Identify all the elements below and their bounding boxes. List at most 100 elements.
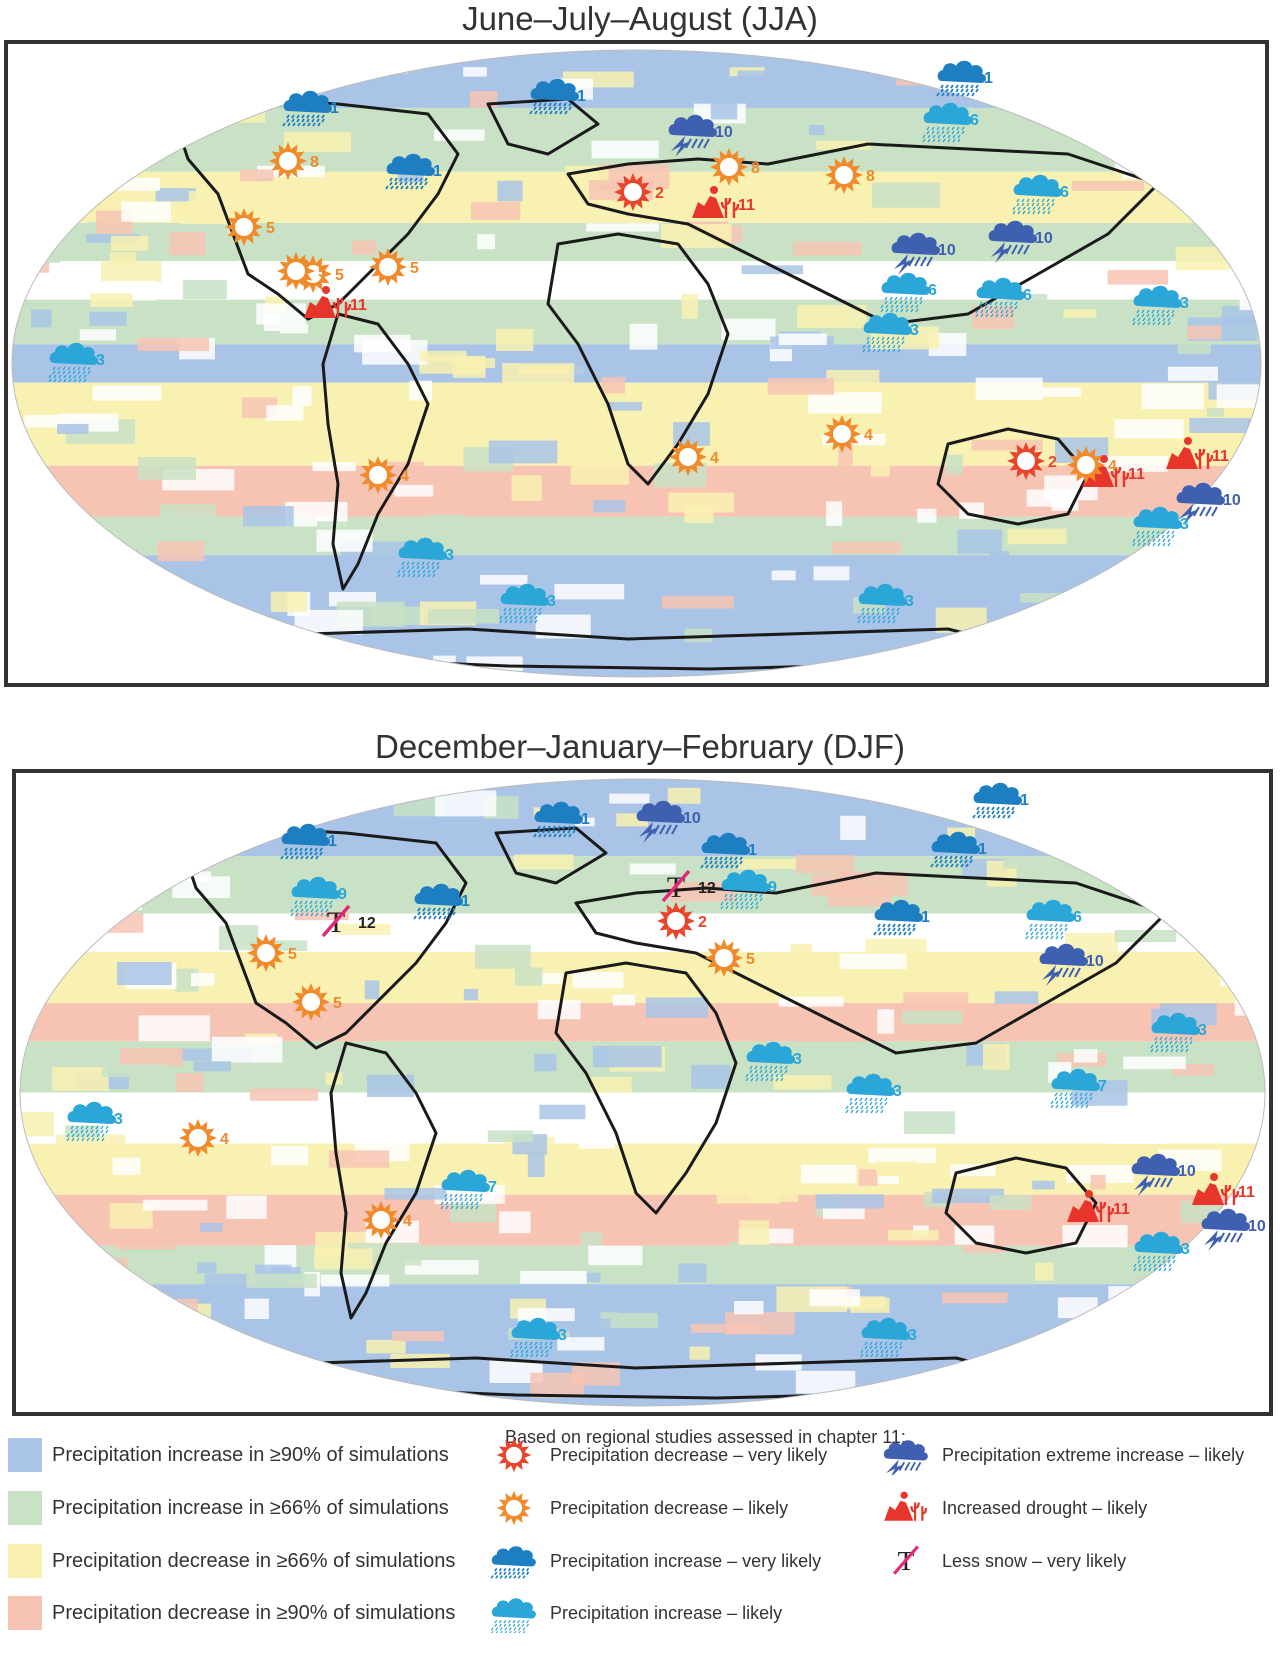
extreme-increase-icon [891, 232, 941, 275]
djf-map: 11011119T121T129126555103337347101111410… [12, 769, 1273, 1416]
marker-label: 5 [266, 220, 275, 237]
sun-very-likely-icon [614, 173, 652, 211]
legend-header: Based on regional studies assessed in ch… [505, 1427, 906, 1447]
djf-marker-extreme-increase: 10 [1039, 943, 1104, 986]
marker-label: 10 [1178, 1163, 1196, 1180]
djf-marker-rain-likely: 3 [510, 1317, 567, 1358]
rain-very-likely-icon [385, 153, 436, 190]
drought-icon [1082, 455, 1130, 487]
jja-marker-rain-likely: 3 [1132, 285, 1189, 326]
sun-likely-icon [362, 1201, 400, 1239]
sun-likely-icon [825, 156, 863, 194]
rain-likely-icon [720, 869, 771, 910]
sun-likely-icon [247, 934, 285, 972]
jja-marker-rain-likely: 6 [922, 102, 979, 143]
marker-label: 3 [445, 547, 454, 564]
djf-marker-less-snow: T 12 [321, 904, 376, 939]
sun-likely-icon [823, 415, 861, 453]
sun-likely-icon [705, 939, 743, 977]
marker-label: 6 [1023, 287, 1032, 304]
marker-label: 3 [908, 1327, 917, 1344]
marker-label: 9 [768, 879, 777, 896]
rain-very-likely-icon [533, 801, 584, 838]
marker-label: 1 [577, 88, 586, 105]
jja-marker-rain-likely: 3 [48, 342, 105, 383]
djf-marker-rain-likely: 9 [720, 869, 777, 910]
jja-marker-drought: 11 [1166, 437, 1229, 469]
marker-label: 2 [1048, 454, 1057, 471]
sun-likely-icon [496, 1490, 532, 1526]
sun-likely-icon [669, 438, 707, 476]
marker-label: 10 [715, 124, 733, 141]
djf-marker-rain-likely: 3 [845, 1073, 902, 1114]
djf-marker-sun-very-likely: 2 [657, 902, 707, 940]
legend-label: Precipitation extreme increase – likely [942, 1444, 1245, 1465]
jja-map: 1 1 1 1 10 6 8 2 8 8 11 6 5 5 5 5 10 10 11 6 6 3 3 3 4 4 2 4 11 11 4 10… [4, 40, 1269, 687]
marker-label: 8 [866, 168, 875, 185]
extreme-increase-icon [1201, 1208, 1251, 1251]
jja-marker-sun-likely: 4 [1067, 446, 1117, 484]
jja-marker-rain-likely: 3 [857, 583, 914, 624]
jja-marker-extreme-increase: 10 [1176, 482, 1241, 525]
djf-marker-sun-likely: 4 [362, 1201, 412, 1239]
legend-label: Precipitation increase – likely [550, 1602, 783, 1623]
legend-label: Precipitation decrease in ≥66% of simula… [52, 1549, 456, 1572]
sun-very-likely-icon [1007, 442, 1045, 480]
marker-label: 3 [1181, 1241, 1190, 1258]
djf-marker-rain-very-likely: 1 [700, 832, 757, 869]
marker-label: 3 [547, 593, 556, 610]
extreme-increase-icon [1131, 1153, 1181, 1196]
jja-marker-rain-likely: 6 [1012, 174, 1069, 215]
jja-marker-drought: 11 [1082, 455, 1145, 487]
drought-icon [1166, 437, 1214, 469]
sun-likely-icon [1067, 446, 1105, 484]
marker-label: 3 [1180, 516, 1189, 533]
rain-likely-icon [1132, 506, 1183, 547]
djf-marker-rain-likely: 3 [745, 1041, 802, 1082]
marker-label: 8 [310, 154, 319, 171]
sun-likely-icon [359, 456, 397, 494]
marker-label: 11 [1212, 448, 1229, 465]
jja-marker-rain-likely: 6 [880, 272, 937, 313]
legend-rain-very-likely: Precipitation increase – very likely [486, 1541, 821, 1581]
marker-label: 10 [938, 242, 956, 259]
jja-marker-sun-likely: 4 [359, 456, 409, 494]
legend-label: Increased drought – likely [942, 1497, 1148, 1518]
sun-likely-icon [225, 208, 263, 246]
marker-label: 9 [338, 886, 347, 903]
rain-likely-icon [862, 312, 913, 353]
sun-very-likely-icon [496, 1437, 532, 1473]
marker-label: 3 [793, 1051, 802, 1068]
marker-label: 2 [698, 914, 707, 931]
djf-marker-rain-likely: 7 [440, 1169, 497, 1210]
swatch-decrease-90 [8, 1596, 42, 1630]
marker-label: 10 [1035, 230, 1053, 247]
djf-marker-extreme-increase: 10 [636, 800, 701, 843]
marker-label: 1 [328, 833, 337, 850]
rain-likely-icon [880, 272, 931, 313]
jja-marker-extreme-increase: 10 [668, 114, 733, 157]
rain-likely-icon [1012, 174, 1063, 215]
marker-label: 3 [1180, 295, 1189, 312]
rain-likely-icon [922, 102, 973, 143]
swatch-increase-66 [8, 1491, 42, 1525]
legend-drought: Increased drought – likely [878, 1488, 1147, 1528]
drought-icon [884, 1491, 928, 1521]
rain-likely-icon [1132, 285, 1183, 326]
rain-likely-icon [857, 583, 908, 624]
jja-marker-rain-very-likely: 1 [529, 78, 586, 115]
rain-very-likely-icon [930, 831, 981, 868]
legend-label: Precipitation increase – very likely [550, 1550, 822, 1571]
djf-marker-rain-very-likely: 1 [972, 782, 1029, 819]
jja-marker-rain-very-likely: 1 [385, 153, 442, 190]
swatch-increase-90 [8, 1438, 42, 1472]
marker-label: 3 [905, 593, 914, 610]
sun-likely-icon [269, 142, 307, 180]
legend-label: Precipitation increase in ≥66% of simula… [52, 1496, 449, 1519]
rain-likely-icon [66, 1101, 117, 1142]
djf-marker-rain-very-likely: 1 [873, 899, 930, 936]
jja-marker-sun-likely: 8 [269, 142, 319, 180]
rain-likely-icon [1133, 1231, 1184, 1272]
djf-marker-rain-likely: 3 [1133, 1231, 1190, 1272]
marker-label: 1 [748, 842, 757, 859]
